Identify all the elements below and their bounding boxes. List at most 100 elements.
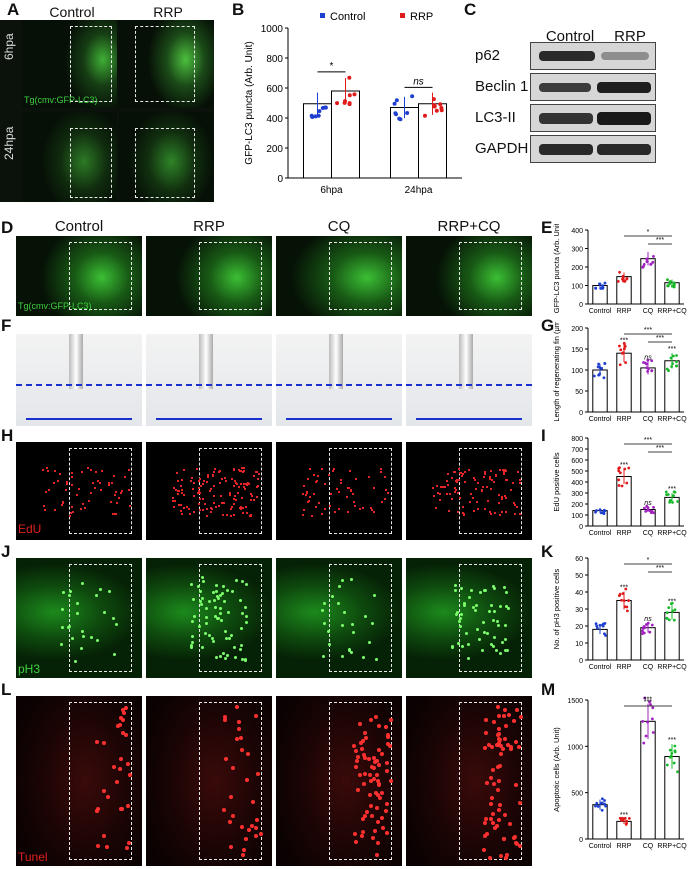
chart-E-point [666, 284, 669, 287]
panel-f-image-rrp [146, 334, 272, 426]
chart-I-point [672, 494, 675, 497]
chart-E-xtick-label: RRP+CQ [657, 308, 687, 315]
chart-G-point [670, 365, 673, 368]
panel-d-image-rrp-cq [406, 236, 532, 316]
panel-i-chart: 0 100 200 300 400 500 600 700 800 Control RRP *** CQ… [550, 432, 690, 546]
chart-G-point [624, 345, 627, 348]
chart-K-point [604, 634, 607, 637]
panel-j-image-control [16, 558, 142, 678]
chart-I-ytick-label: 0 [579, 524, 583, 531]
chart-G-point [598, 372, 601, 375]
chart-E-ytick-label: 100 [571, 284, 583, 291]
chart-E-point [621, 278, 624, 281]
chart-G-point [597, 363, 600, 366]
panel-letter-i: I [541, 426, 546, 446]
chart-M-point [595, 802, 598, 805]
chart-B-point [310, 114, 314, 118]
panel-j-image-cq [276, 558, 402, 678]
chart-M-xtick-label: Control [589, 843, 612, 850]
chart-G-ytick-label: 0 [579, 410, 583, 417]
chart-B-point [348, 93, 352, 97]
panel-m-chart: 050010001500Control RRP***CQ***RRP+CQ****… [550, 686, 690, 869]
chart-G-point [624, 361, 627, 364]
chart-K-sig-above: *** [620, 585, 628, 592]
chart-G-sig-above: ns [644, 354, 652, 361]
column-header-control: Control [16, 218, 142, 235]
chart-B-point [343, 99, 347, 103]
chart-I-xtick-label: RRP+CQ [657, 530, 687, 537]
chart-B-point [321, 106, 325, 110]
panel-d-image-cq [276, 236, 402, 316]
chart-G-ytick-label: 50 [575, 389, 583, 396]
chart-B-legend-label: RRP [410, 11, 433, 23]
chart-K-ytick-label: 40 [575, 590, 583, 597]
chart-K-point [651, 624, 654, 627]
chart-B-point [435, 109, 439, 113]
chart-G-point [675, 364, 678, 367]
chart-K-ytick-label: 50 [575, 573, 583, 580]
chart-K-point [602, 625, 605, 628]
chart-E-point [649, 263, 652, 266]
chart-B-point [410, 94, 414, 98]
chart-E-point [625, 278, 628, 281]
panel-a-row-6hpa: 6hpa [2, 33, 16, 60]
chart-I-sig-label: *** [644, 437, 652, 444]
chart-G-point [593, 375, 596, 378]
wb-label-beclin1: Beclin 1 [475, 78, 528, 95]
row-h-tag: EdU [18, 522, 41, 536]
chart-E-point [652, 255, 655, 258]
chart-M-xtick-label: RRP+CQ [657, 843, 687, 850]
chart-K-point [667, 606, 670, 609]
column-header-rrp: RRP [146, 218, 272, 235]
panel-f-reference-line [16, 384, 532, 386]
chart-B-ytick-label: 1000 [261, 24, 284, 35]
chart-M-point [651, 706, 654, 709]
chart-B-point [335, 101, 339, 105]
chart-K-point [599, 624, 602, 627]
row-j-tag: pH3 [18, 662, 40, 676]
chart-M-point [673, 762, 676, 765]
chart-I-point [671, 501, 674, 504]
chart-M-point [601, 809, 604, 812]
chart-I-point [603, 510, 606, 513]
panel-a-images: Tg(cmv:GFP-LC3) [0, 20, 214, 202]
chart-E-point [668, 282, 671, 285]
chart-B-legend-marker [320, 13, 325, 18]
panel-letter-d: D [1, 218, 13, 238]
chart-M-point [625, 822, 628, 825]
chart-K-ytick-label: 0 [579, 658, 583, 665]
chart-I-point [600, 511, 603, 514]
panel-l-image-rrp-cq [406, 696, 532, 866]
chart-K-xtick-label: CQ [643, 664, 654, 671]
chart-K-point [620, 599, 623, 602]
chart-B-ytick-label: 800 [266, 54, 283, 65]
chart-G-sig-label: *** [644, 327, 652, 334]
chart-B-legend-marker [400, 13, 405, 18]
chart-K-point [622, 592, 625, 595]
chart-I-point [599, 508, 602, 511]
chart-K-ytick-label: 30 [575, 607, 583, 614]
chart-E-point [617, 280, 620, 283]
chart-G-point [619, 363, 622, 366]
chart-I-point [617, 479, 620, 482]
chart-I-point [647, 509, 650, 512]
chart-B-xtick-label: 24hpa [405, 185, 433, 196]
chart-K-xtick-label: RRP+CQ [657, 664, 687, 671]
panel-letter-j: J [1, 542, 10, 562]
chart-B-sig-label: * [330, 61, 334, 72]
chart-K-point [595, 625, 598, 628]
panel-a-col-rrp: RRP [120, 4, 216, 20]
chart-E-point [599, 287, 602, 290]
chart-I-ytick-label: 200 [571, 502, 583, 509]
chart-M-sig-above: *** [620, 812, 628, 819]
chart-I-ytick-label: 400 [571, 480, 583, 487]
chart-G-sig-label: *** [656, 335, 664, 342]
wb-band-p62 [530, 42, 656, 70]
chart-B-xtick-label: 6hpa [320, 185, 343, 196]
chart-B-point [405, 111, 409, 115]
chart-B-point [433, 103, 437, 107]
chart-M-point [603, 803, 606, 806]
wb-label-gapdh: GAPDH [475, 140, 528, 157]
chart-G-point [650, 369, 653, 372]
chart-G-point [645, 366, 648, 369]
